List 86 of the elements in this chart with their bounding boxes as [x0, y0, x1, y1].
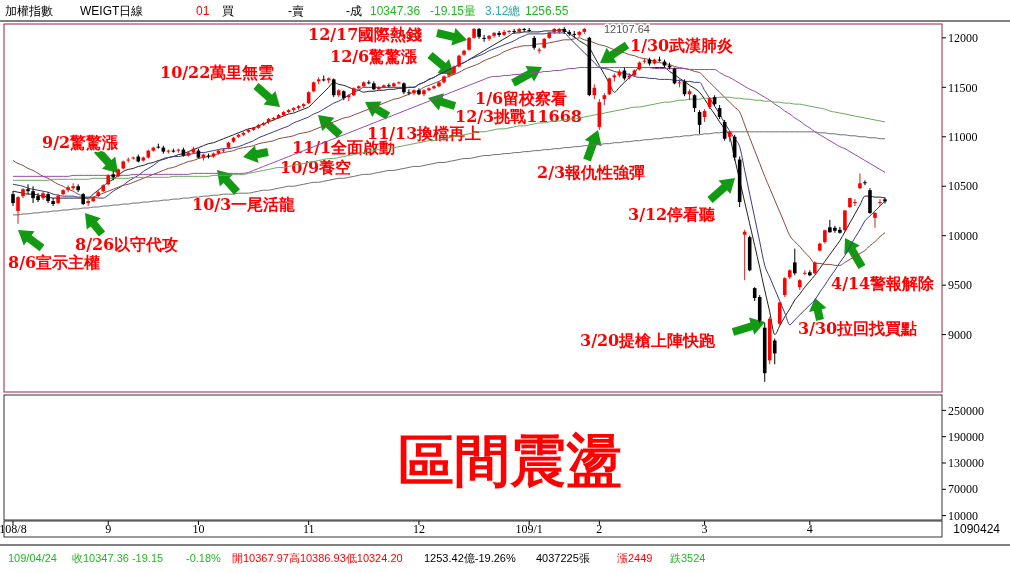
candlestick — [407, 88, 411, 96]
candlestick — [772, 338, 777, 365]
text: -賣 — [288, 4, 304, 18]
candlestick — [447, 70, 451, 78]
candlestick — [507, 29, 511, 35]
candlestick — [76, 183, 80, 193]
candlestick — [497, 30, 501, 38]
annotation: 12107.64 — [604, 23, 650, 35]
y-tick-label: 12000 — [948, 31, 978, 46]
candlestick — [432, 84, 436, 90]
y-tick-label: 70000 — [948, 482, 978, 497]
annotation: 12/6驚驚漲 — [330, 47, 419, 66]
annotation: 10/9養空 — [280, 158, 352, 177]
text: -0.18% — [186, 552, 222, 564]
annotation: 1/6留校察看 — [475, 89, 568, 108]
annotation: 3/30拉回找買點 — [798, 319, 918, 338]
candlestick — [492, 31, 496, 39]
y-tick-label: 130000 — [948, 456, 984, 471]
annotation: 8/26以守代攻 — [75, 235, 179, 254]
x-tick-label: 12 — [412, 522, 425, 536]
candlestick — [16, 195, 20, 225]
text: 10347.36 — [370, 4, 421, 18]
text: -成 — [346, 4, 362, 18]
candlestick — [382, 83, 386, 89]
annotation: 12/3挑戰11668 — [455, 107, 582, 126]
annotation: 區間震盪 — [398, 427, 622, 493]
text: 4037225張 — [536, 552, 590, 564]
candlestick — [487, 34, 491, 42]
text: 跌3524 — [670, 552, 706, 564]
text: 漲2449 — [617, 552, 653, 564]
text: 1253.42億-19.26% — [424, 552, 516, 564]
annotation: 8/6宣示主權 — [8, 253, 101, 272]
x-tick-label: 9 — [105, 522, 112, 536]
y-tick-label: 190000 — [948, 429, 984, 444]
candlestick — [868, 187, 872, 215]
candlestick — [782, 276, 787, 298]
text: 收10347.36 -19.15 — [72, 552, 164, 564]
x-tick-label: 10 — [192, 522, 205, 536]
text: 開10367.97高10386.93低10324.20 — [232, 552, 403, 564]
y-tick-label: 9000 — [948, 327, 972, 342]
annotation: 1/30武漢肺炎 — [630, 36, 734, 55]
y-tick-label: 9500 — [948, 278, 972, 293]
candlestick — [51, 197, 55, 207]
text: 1090424 — [953, 522, 1001, 536]
x-tick-label: 2 — [596, 522, 603, 536]
y-tick-label: 10500 — [948, 179, 978, 194]
candlestick — [792, 248, 797, 276]
x-tick-label: 4 — [806, 522, 813, 536]
annotation: 3/20提槍上陣快跑 — [580, 331, 717, 350]
candlestick — [502, 29, 506, 37]
text: WEIGT日線 — [80, 4, 144, 18]
candlestick — [873, 211, 877, 229]
candlestick — [878, 198, 882, 207]
text: 1256.55 — [525, 4, 569, 18]
candlestick — [863, 179, 867, 186]
annotation: 4/14警報解除 — [831, 274, 936, 293]
y-tick-label: 11500 — [948, 80, 978, 95]
text: 買 — [222, 4, 234, 18]
candlestick — [512, 28, 516, 35]
text: 01 — [196, 4, 210, 18]
y-tick-label: 10000 — [948, 508, 978, 523]
text: 109/04/24 — [8, 552, 57, 564]
x-tick-label: 108/8 — [0, 522, 27, 536]
candlestick — [387, 82, 391, 88]
candlestick — [427, 86, 431, 92]
x-tick-label: 3 — [701, 522, 708, 536]
candlestick — [858, 172, 862, 190]
y-tick-label: 11000 — [948, 129, 978, 144]
annotation: 9/2驚驚漲 — [42, 133, 120, 152]
annotation: 3/12停看聽 — [628, 205, 717, 224]
annotation: 12/17國際熱錢 — [308, 25, 423, 44]
candlestick — [482, 34, 486, 43]
annotation: 10/22萬里無雲 — [160, 63, 275, 82]
candlestick — [412, 88, 416, 96]
text: -19.15量 — [430, 4, 477, 18]
candlestick — [331, 77, 336, 98]
candlestick — [26, 183, 30, 195]
text: 3.12總 — [485, 4, 521, 18]
x-tick-label: 109/1 — [515, 522, 543, 536]
y-tick-label: 250000 — [948, 403, 984, 418]
annotation: 2/3報仇性強彈 — [537, 163, 646, 182]
text: 加權指數 — [5, 4, 53, 18]
x-tick-label: 11 — [302, 522, 315, 536]
candlestick — [883, 196, 887, 205]
y-tick-label: 10000 — [948, 228, 978, 243]
annotation: 10/3一尾活龍 — [192, 195, 296, 214]
